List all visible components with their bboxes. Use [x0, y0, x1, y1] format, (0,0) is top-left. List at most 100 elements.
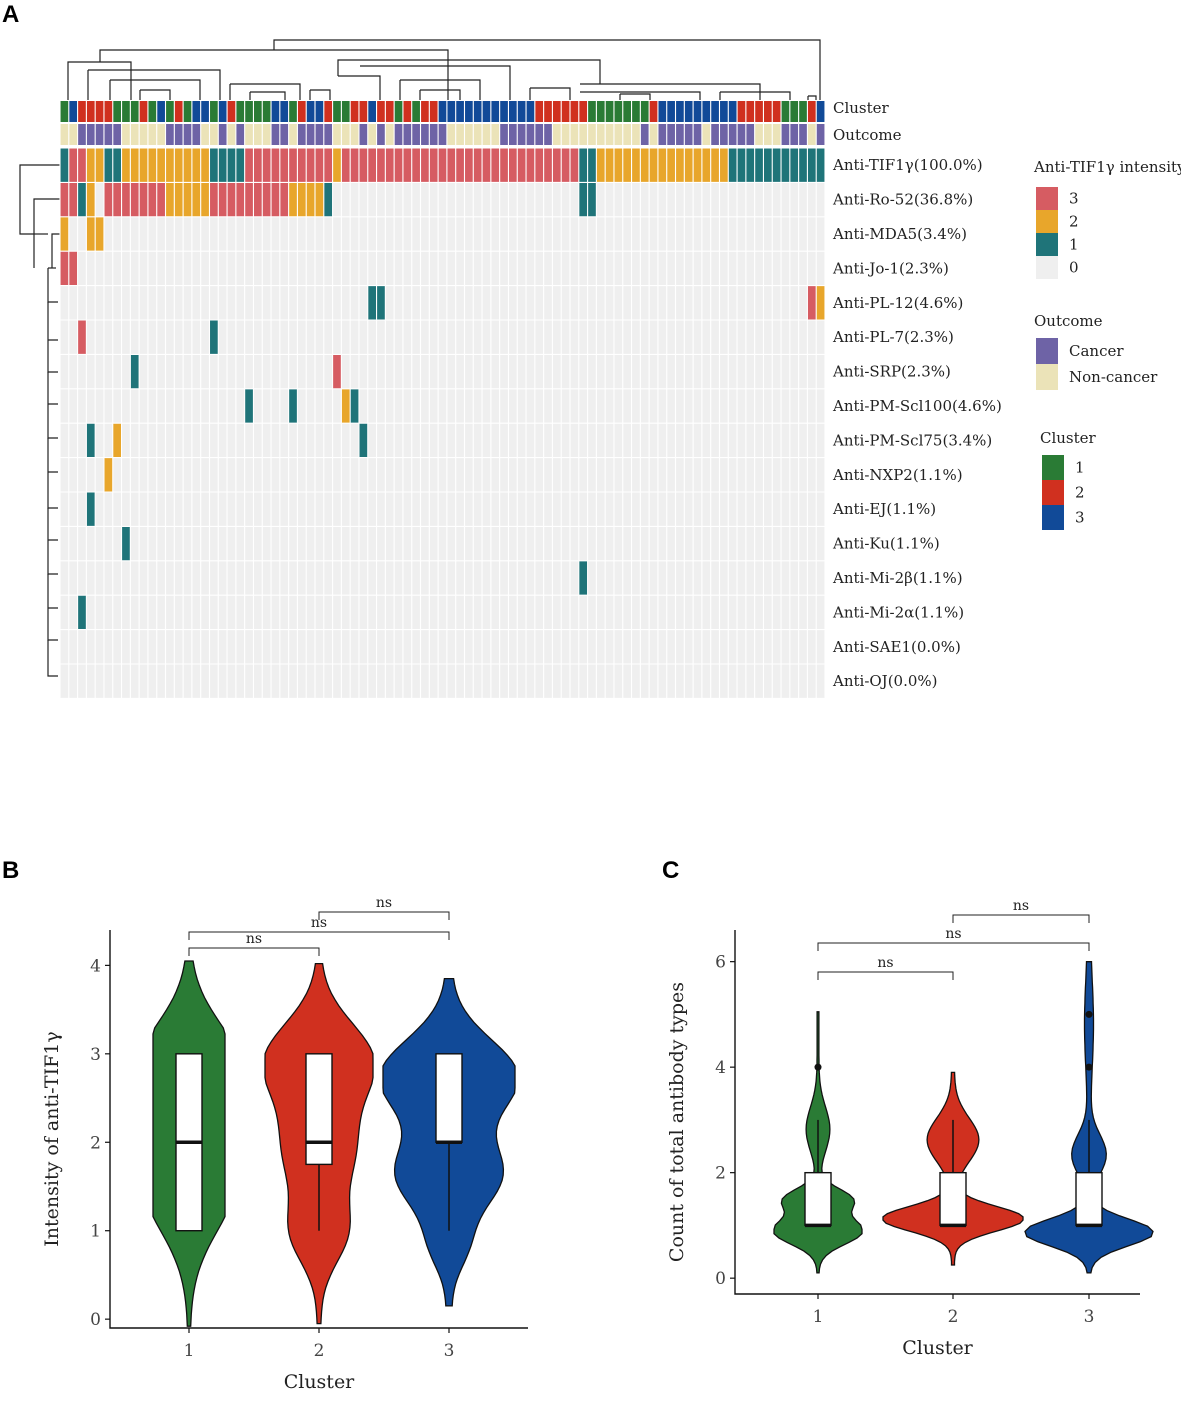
- y-tick-label: 2: [90, 1133, 101, 1153]
- legend-outcome: Outcome Cancer Non-cancer: [1034, 312, 1158, 390]
- cluster-cell: [385, 101, 395, 122]
- y-tick-label: 2: [715, 1164, 726, 1184]
- outcome-row-label: Outcome: [833, 126, 902, 144]
- outcome-cell: [578, 124, 588, 145]
- cluster-cell: [631, 101, 641, 122]
- outcome-cell: [306, 124, 316, 145]
- row-label: Anti-Mi-2α(1.1%): [832, 603, 964, 621]
- legend-label: 3: [1069, 190, 1079, 208]
- x-tick-label: 3: [444, 1341, 455, 1361]
- cluster-cell: [429, 101, 439, 122]
- legend-swatch: [1042, 505, 1064, 530]
- outcome-cell: [341, 124, 351, 145]
- cluster-cell: [95, 101, 105, 122]
- outcome-cell: [631, 124, 641, 145]
- cluster-cell: [103, 101, 114, 122]
- cluster-cell: [209, 101, 219, 122]
- outcome-cell: [772, 124, 782, 145]
- outcome-cell: [781, 124, 791, 145]
- cluster-cell: [596, 101, 606, 122]
- outcome-cell: [789, 124, 800, 145]
- heatmap-cell: [596, 148, 729, 183]
- heatmap-cell: [103, 182, 166, 217]
- cluster-cell: [684, 101, 694, 122]
- cluster-cell: [649, 101, 659, 122]
- outcome-cell: [235, 124, 246, 145]
- cluster-cell: [789, 101, 800, 122]
- outlier-point: [1085, 1010, 1093, 1018]
- outcome-cell: [358, 124, 369, 145]
- outcome-cell: [473, 124, 483, 145]
- cluster-cell: [710, 101, 720, 122]
- outcome-cell: [649, 124, 659, 145]
- legend-label: 3: [1075, 509, 1085, 527]
- legend-label: 0: [1069, 259, 1079, 277]
- outcome-cell: [385, 124, 395, 145]
- heatmap-cell: [112, 423, 122, 458]
- significance-bracket: [188, 947, 320, 956]
- legend-intensity: Anti-TIF1γ intensity 3 2 1 0: [1033, 158, 1181, 279]
- outcome-cell: [534, 124, 545, 145]
- row-label: Anti-Ku(1.1%): [832, 535, 940, 553]
- y-tick-label: 0: [90, 1310, 101, 1330]
- legend-swatch: [1036, 338, 1058, 364]
- box-1: [804, 1171, 832, 1227]
- cluster-cell: [640, 101, 650, 122]
- row-label: Anti-SRP(2.3%): [832, 363, 951, 381]
- box-2: [939, 1171, 967, 1227]
- outcome-cell: [754, 124, 764, 145]
- grid-lines: [59, 101, 826, 699]
- outcome-cell: [719, 124, 729, 145]
- axis-lines: [109, 930, 528, 1329]
- cluster-cell: [191, 101, 202, 122]
- outcome-cell: [526, 124, 536, 145]
- heatmap-cell: [350, 388, 359, 424]
- outcome-cell: [191, 124, 202, 145]
- outcome-cell: [429, 124, 439, 145]
- row-labels: Anti-TIF1γ(100.0%) Anti-Ro-52(36.8%) Anti-…: [832, 156, 1002, 690]
- legend-label: 2: [1069, 213, 1079, 231]
- cluster-cell: [376, 101, 386, 122]
- box-2: [305, 1053, 333, 1166]
- box-3: [1075, 1171, 1103, 1227]
- cluster-cell: [816, 101, 826, 122]
- heatmap-cell: [77, 182, 87, 217]
- heatmap-cell: [121, 526, 131, 561]
- legend-label: Non-cancer: [1069, 368, 1158, 386]
- outcome-cell: [605, 124, 615, 145]
- cluster-annotation-row: [60, 101, 826, 122]
- outcome-cell: [684, 124, 694, 145]
- outcome-cell: [68, 124, 78, 145]
- cluster-cell: [200, 101, 210, 122]
- heatmap-cell: [209, 320, 219, 355]
- y-axis-title: Count of total antibody types: [666, 982, 688, 1262]
- cluster-cell: [218, 101, 228, 122]
- cluster-cell: [438, 101, 448, 122]
- outcome-cell: [139, 124, 149, 145]
- outcome-cell: [701, 124, 712, 145]
- panel-label-a: A: [2, 1, 19, 28]
- x-axis-title: Cluster: [284, 1371, 355, 1393]
- heatmap-cell: [728, 148, 825, 183]
- violin-chart-c: 0 2 4 6 1 2 3 Cluster Count of total antibody ty…: [666, 898, 1154, 1359]
- outcome-cell: [394, 124, 404, 145]
- cluster-cell: [297, 101, 307, 122]
- y-tick-label: 3: [90, 1045, 101, 1065]
- heatmap-cell: [323, 182, 333, 217]
- outcome-cell: [464, 124, 474, 145]
- box-3: [435, 1053, 463, 1143]
- outcome-cell: [174, 124, 184, 145]
- cluster-cell: [394, 101, 404, 122]
- outcome-cell: [587, 124, 597, 145]
- cluster-cell: [675, 101, 685, 122]
- significance-bracket: [817, 942, 1090, 951]
- legend-label: Cancer: [1069, 342, 1124, 360]
- outcome-cell: [367, 124, 377, 145]
- outcome-cell: [622, 124, 632, 145]
- legend-swatch: [1042, 480, 1064, 505]
- significance-bracket: [318, 911, 450, 920]
- legend-swatch: [1036, 233, 1058, 256]
- outcome-cell: [455, 124, 465, 145]
- outcome-cell: [543, 124, 553, 145]
- outcome-cell: [657, 124, 668, 145]
